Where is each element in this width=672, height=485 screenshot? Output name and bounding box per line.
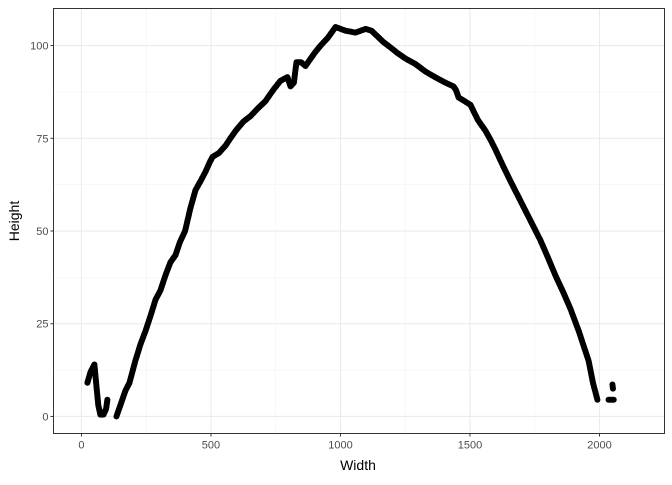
panel-border <box>53 8 665 434</box>
data-point <box>609 385 616 392</box>
x-tick-label: 1500 <box>458 440 482 452</box>
y-tick-label: 100 <box>30 41 48 53</box>
x-tick-label: 1000 <box>328 440 352 452</box>
grid <box>53 8 665 434</box>
x-axis-label: Width <box>340 457 376 473</box>
x-tick-label: 2000 <box>587 440 611 452</box>
data-point <box>610 396 617 403</box>
y-axis: 0 25 50 75 100 <box>30 41 54 423</box>
data-points <box>84 24 617 420</box>
x-tick-label: 500 <box>202 440 220 452</box>
x-tick-label: 0 <box>78 440 84 452</box>
y-axis-label: Height <box>6 201 22 242</box>
x-axis: 0 500 1000 1500 2000 <box>78 433 612 452</box>
data-point <box>104 396 111 403</box>
y-tick-label: 25 <box>36 319 48 331</box>
data-point <box>594 396 601 403</box>
y-tick-label: 75 <box>36 133 48 145</box>
y-tick-label: 0 <box>42 411 48 423</box>
y-tick-label: 50 <box>36 226 48 238</box>
